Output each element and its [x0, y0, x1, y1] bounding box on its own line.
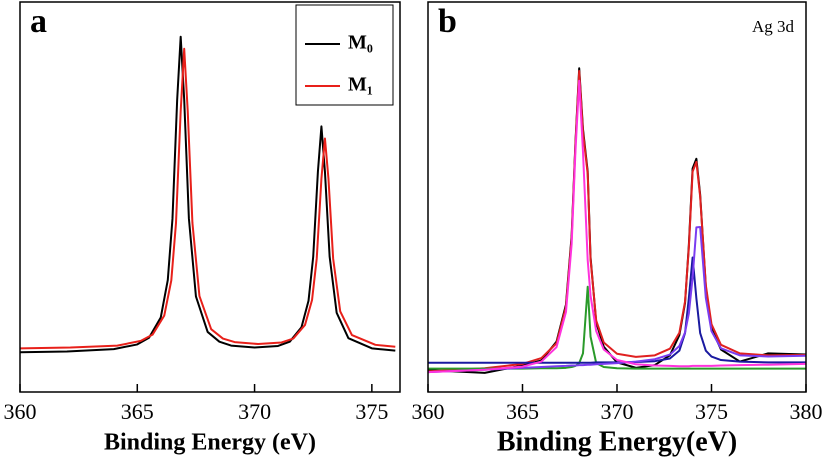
plot-frame [427, 1, 807, 393]
legend-label: M₁ [348, 74, 373, 96]
x-tick-label: 365 [121, 399, 154, 424]
x-tick-label: 360 [412, 399, 445, 424]
x-axis-label: Binding Energy(eV) [497, 426, 737, 457]
series-line [428, 285, 806, 370]
series-line [19, 47, 396, 350]
legend-label: M₀ [348, 32, 373, 54]
series-line [427, 67, 807, 374]
x-tick-label: 375 [695, 399, 728, 424]
series-line [427, 70, 807, 373]
panel: 360 365 370 375 Binding Energy (eV) a M₀ M₁ [4, 1, 401, 456]
series-line [427, 226, 807, 374]
series-line [19, 35, 396, 354]
x-tick-label: 370 [601, 399, 634, 424]
x-axis-label: Binding Energy (eV) [104, 430, 316, 456]
legend-box [295, 4, 394, 106]
plot-frame [19, 1, 401, 393]
x-tick-label: 375 [355, 399, 388, 424]
panel-label: b [438, 3, 457, 40]
series-line [428, 256, 806, 364]
x-tick-label: 365 [506, 399, 539, 424]
x-tick-label: 370 [238, 399, 271, 424]
annotation: Ag 3d [752, 17, 795, 36]
x-tick-label: 380 [790, 399, 823, 424]
panel: 360 365 370 375 380 Binding Energy(eV) b Ag 3d [412, 1, 823, 457]
panel-label: a [30, 3, 47, 40]
x-tick-label: 360 [4, 399, 37, 424]
series-line [427, 79, 807, 374]
